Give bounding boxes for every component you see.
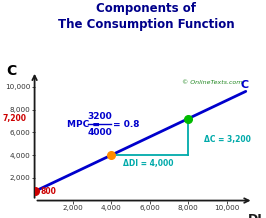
Text: C: C	[240, 80, 248, 90]
Text: 7,200: 7,200	[3, 114, 27, 123]
Text: DI: DI	[248, 213, 263, 218]
Text: 3200: 3200	[88, 112, 112, 121]
Text: 800: 800	[40, 187, 56, 196]
Text: = 0.8: = 0.8	[113, 120, 140, 129]
Text: Components of
The Consumption Function: Components of The Consumption Function	[58, 2, 235, 31]
Text: © OnlineTexts.com: © OnlineTexts.com	[182, 80, 242, 85]
Text: ΔC = 3,200: ΔC = 3,200	[203, 135, 250, 144]
Text: 4000: 4000	[88, 128, 112, 137]
Text: ΔDI = 4,000: ΔDI = 4,000	[123, 158, 173, 167]
Text: C: C	[6, 64, 17, 78]
Text: MPC =: MPC =	[67, 120, 103, 129]
